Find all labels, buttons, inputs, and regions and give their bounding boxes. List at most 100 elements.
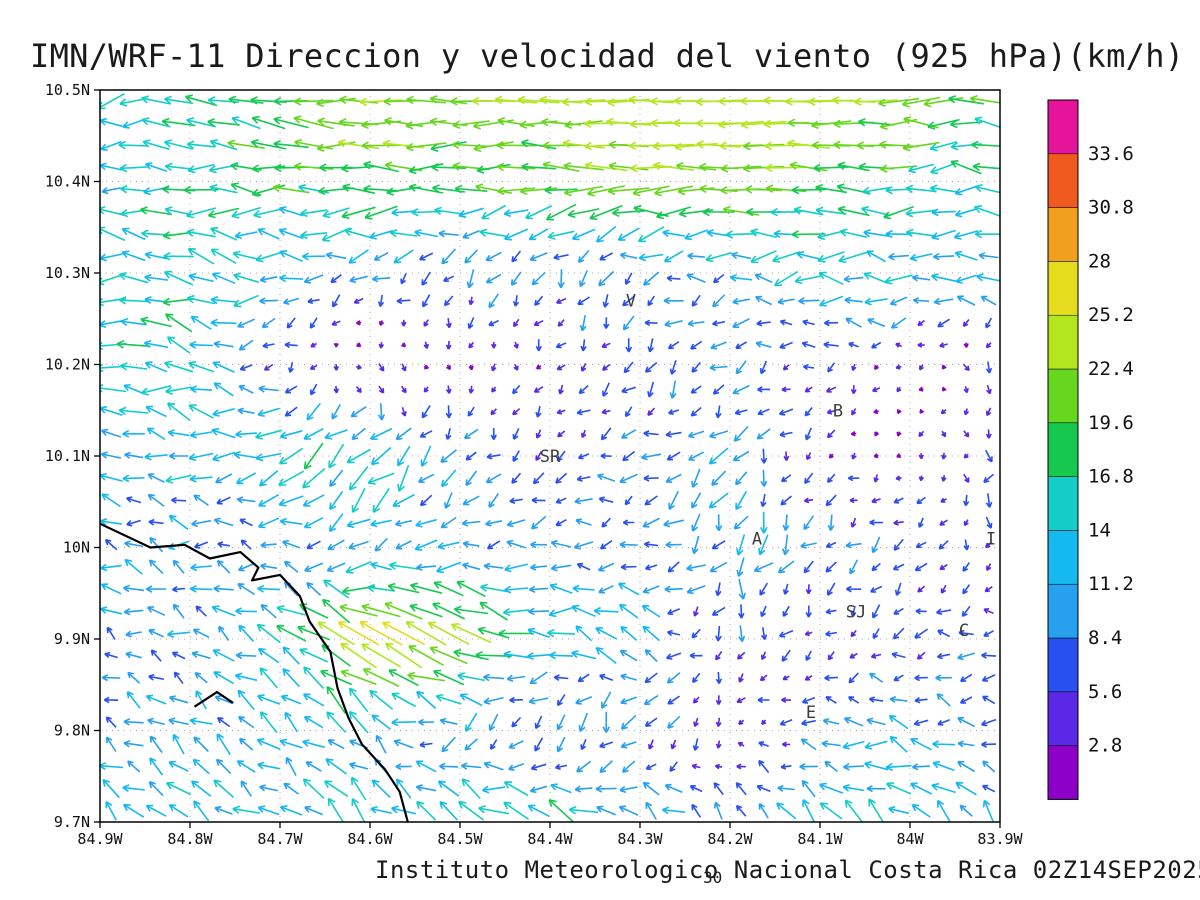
wind-arrow — [351, 427, 366, 441]
wind-arrow — [777, 784, 795, 792]
station-labels: V B SR A SJ C E I — [540, 291, 996, 723]
wind-arrow — [756, 784, 771, 793]
wind-arrow — [257, 694, 281, 705]
wind-arrow — [699, 184, 738, 194]
wind-arrow — [738, 673, 744, 683]
wind-arrow — [939, 563, 948, 571]
wind-arrow — [526, 652, 551, 661]
wind-arrow — [233, 272, 259, 283]
wind-arrow — [608, 140, 649, 149]
wind-arrow — [527, 627, 550, 639]
wind-arrow — [483, 696, 504, 705]
wind-arrow — [575, 695, 593, 705]
wind-arrow — [578, 384, 589, 395]
wind-arrow — [621, 386, 636, 394]
wind-arrow — [408, 645, 444, 666]
wind-arrow — [395, 540, 412, 550]
y-tick-label: 9.7N — [54, 813, 90, 831]
wind-arrow — [207, 207, 240, 219]
wind-arrow — [645, 801, 657, 820]
wind-arrow — [401, 385, 407, 394]
wind-arrow — [468, 364, 474, 371]
wind-arrow — [580, 738, 587, 751]
wind-arrow — [284, 406, 298, 417]
wind-arrow — [824, 674, 838, 682]
wind-arrow — [932, 252, 955, 261]
colorbar-label: 16.8 — [1088, 466, 1134, 488]
wind-arrow — [843, 763, 865, 771]
wind-arrow — [147, 473, 165, 483]
wind-arrow — [827, 514, 835, 531]
wind-arrow — [123, 718, 144, 726]
wind-arrow — [643, 430, 659, 437]
wind-arrow — [711, 470, 727, 486]
wind-arrow — [954, 185, 978, 196]
wind-arrow — [667, 695, 680, 705]
wind-arrow — [663, 250, 684, 263]
wind-arrow — [581, 429, 587, 439]
wind-arrow — [490, 363, 497, 372]
wind-arrow — [849, 559, 859, 575]
wind-arrow — [669, 360, 677, 375]
wind-arrow — [496, 141, 536, 150]
wind-arrow — [781, 741, 791, 748]
wind-arrow — [350, 776, 367, 801]
wind-arrow — [959, 696, 973, 704]
colorbar-label: 28 — [1088, 250, 1111, 272]
wind-arrow — [982, 760, 996, 773]
wind-arrow — [960, 673, 973, 683]
wind-arrow — [744, 185, 783, 194]
wind-arrow — [188, 360, 215, 373]
wind-arrow — [195, 690, 207, 710]
wind-arrow — [550, 783, 572, 794]
wind-arrow — [955, 781, 977, 796]
wind-arrow — [374, 537, 388, 552]
colorbar-segment — [1047, 99, 1079, 155]
wind-arrow — [168, 760, 189, 772]
wind-arrow — [579, 270, 588, 288]
wind-arrow — [122, 474, 145, 483]
wind-arrow — [297, 625, 330, 641]
wind-arrow — [416, 800, 437, 821]
wind-arrow — [894, 582, 902, 596]
wind-arrow — [643, 271, 660, 286]
wind-arrow — [914, 562, 928, 572]
wind-arrow — [595, 785, 617, 793]
wind-arrow — [941, 430, 947, 438]
wind-arrow — [276, 625, 307, 642]
colorbar-segment — [1047, 637, 1079, 693]
wind-arrow — [689, 652, 703, 659]
wind-arrow — [486, 540, 501, 550]
wind-arrow — [165, 474, 192, 484]
wind-arrow — [348, 540, 369, 550]
x-tick-label: 84.4W — [527, 830, 573, 848]
wind-arrow — [692, 696, 700, 704]
wind-arrow — [929, 184, 958, 193]
wind-arrow — [446, 364, 451, 371]
wind-arrow — [893, 519, 904, 526]
wind-arrow — [775, 802, 797, 820]
wind-arrow — [439, 762, 459, 771]
wind-arrow — [348, 249, 369, 264]
wind-arrow — [284, 385, 298, 394]
wind-arrow — [257, 584, 280, 593]
wind-arrow — [691, 803, 702, 818]
colorbar-segment — [1047, 691, 1079, 746]
wind-arrow — [416, 690, 437, 710]
wind-arrow — [508, 763, 525, 771]
x-tick-label: 84.7W — [257, 830, 303, 848]
wind-arrow — [632, 185, 670, 197]
wind-arrow — [597, 562, 615, 572]
wind-arrow — [427, 621, 470, 646]
wind-arrow — [309, 317, 318, 329]
wind-arrow — [556, 450, 566, 462]
wind-arrow — [503, 781, 529, 797]
wind-arrow — [553, 674, 569, 681]
wind-arrow — [168, 804, 189, 818]
wind-arrow — [274, 163, 309, 173]
wind-arrow — [602, 711, 611, 733]
wind-arrow — [580, 363, 587, 372]
wind-arrow — [823, 341, 839, 349]
wind-arrow — [600, 427, 612, 441]
wind-arrow — [189, 430, 213, 439]
